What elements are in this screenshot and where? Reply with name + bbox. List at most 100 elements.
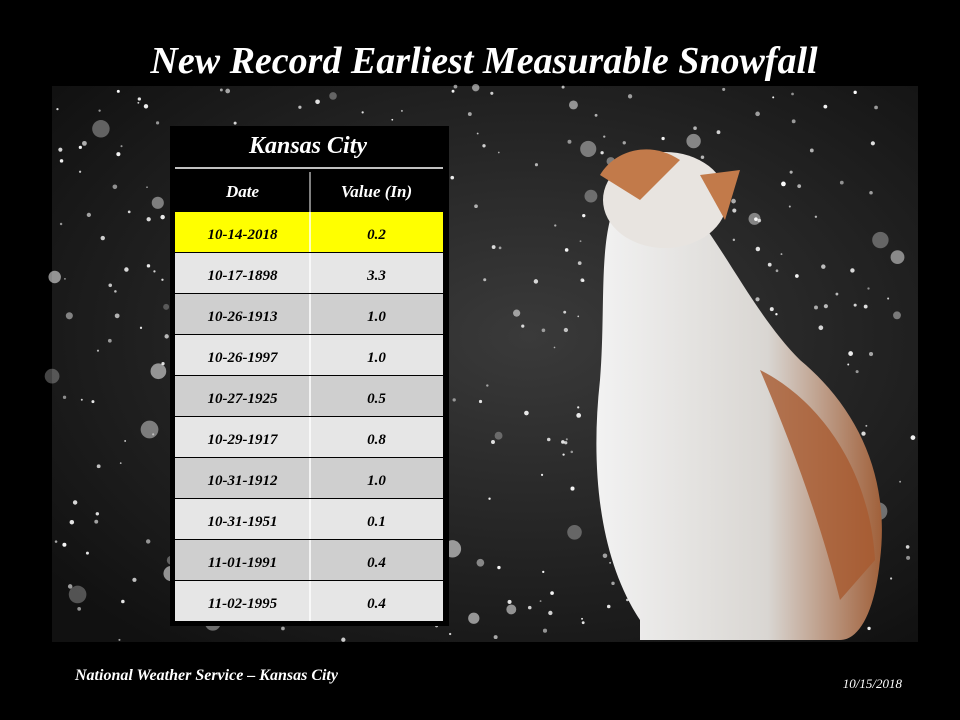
snowflake <box>69 519 75 525</box>
snowflake <box>483 278 487 282</box>
snowflake <box>563 327 569 333</box>
snowflake <box>146 186 148 189</box>
snowflake <box>478 399 483 404</box>
snowflake <box>910 435 916 440</box>
snowflake <box>580 140 597 157</box>
snowflake <box>65 312 73 320</box>
snowflake <box>114 290 117 293</box>
snowflake <box>564 248 569 252</box>
snowflake <box>542 570 545 574</box>
snowflake <box>661 136 665 141</box>
snowflake <box>482 144 486 148</box>
cell: 1.0 <box>367 350 386 366</box>
snowflake <box>890 577 893 580</box>
snowflake <box>497 565 501 570</box>
snowflake <box>577 315 580 318</box>
snowflake <box>576 413 582 418</box>
snowflake <box>861 431 866 436</box>
snowflake <box>92 120 110 138</box>
snowflake <box>899 480 902 483</box>
snowflake <box>580 278 585 283</box>
snowflake <box>823 304 828 309</box>
snowflake <box>124 267 129 272</box>
snowflake <box>577 406 580 409</box>
snowflake <box>611 581 615 586</box>
snowflake <box>855 370 859 374</box>
snowflake <box>754 217 758 221</box>
snowflake <box>78 170 82 173</box>
snowflake <box>848 351 854 356</box>
snowflake <box>567 525 582 540</box>
snowflake <box>767 262 772 267</box>
snowflake <box>85 551 89 555</box>
snowflake <box>450 175 455 180</box>
snowflake <box>146 217 151 222</box>
snowflake <box>67 584 73 589</box>
snowflake <box>581 617 583 620</box>
snowflake <box>56 107 59 111</box>
snowflake <box>748 212 761 225</box>
snowflake <box>96 349 100 352</box>
snowflake <box>872 231 889 249</box>
snowflake <box>163 303 170 310</box>
snowflake <box>161 278 164 281</box>
snowflake <box>780 253 783 255</box>
snowflake <box>145 539 151 544</box>
snowflake <box>809 148 814 153</box>
snowflake <box>818 325 824 331</box>
snowflake <box>72 500 78 505</box>
snowflake <box>452 398 456 402</box>
snowflake <box>490 91 494 95</box>
snowflake <box>568 100 578 110</box>
snowflake <box>561 85 565 89</box>
snowflake <box>775 269 779 273</box>
snowflake <box>775 313 778 316</box>
snowflake <box>153 270 156 273</box>
cell: 0.4 <box>367 596 386 612</box>
snowflake <box>54 540 58 543</box>
snowflake <box>527 605 532 610</box>
snowflake <box>847 363 850 366</box>
snowflake <box>451 89 455 93</box>
snowflake <box>108 283 113 288</box>
snowflake <box>564 441 568 445</box>
snowflake <box>488 497 491 500</box>
snowflake <box>44 368 60 384</box>
snowflake <box>120 145 123 148</box>
cell: 1.0 <box>367 473 386 489</box>
snowflake <box>565 438 568 441</box>
snowflake <box>59 159 64 163</box>
snowflake <box>570 486 575 491</box>
snowflake <box>48 270 61 284</box>
snowflake <box>731 198 736 204</box>
snowflake <box>161 362 165 366</box>
snowflake <box>468 612 480 624</box>
snowflake <box>524 410 529 416</box>
snowflake <box>732 208 737 213</box>
snowflake <box>124 440 127 442</box>
slide-title: New Record Earliest Measurable Snowfall <box>149 40 818 82</box>
snowflake <box>448 632 452 636</box>
snowflake <box>155 121 160 125</box>
cell: 10-29-1917 <box>208 432 278 448</box>
snowflake <box>139 326 143 329</box>
snowflake <box>164 334 169 339</box>
cell: 1.0 <box>367 309 386 325</box>
snowflake <box>567 139 572 144</box>
snowflake <box>391 118 394 121</box>
snowflake <box>94 519 99 524</box>
snowflake <box>132 577 137 582</box>
snowflake <box>77 607 82 611</box>
snowflake <box>905 545 910 549</box>
table-title: Kansas City <box>248 133 367 159</box>
row-bg <box>175 335 443 375</box>
snowflake <box>486 384 489 387</box>
snowflake <box>491 245 496 249</box>
snowflake <box>906 555 911 560</box>
row-bg <box>175 540 443 580</box>
snowflake <box>95 512 100 516</box>
snowflake <box>797 184 802 189</box>
snowflake <box>863 304 868 309</box>
snowflake <box>542 628 548 633</box>
snowflake <box>494 431 503 440</box>
